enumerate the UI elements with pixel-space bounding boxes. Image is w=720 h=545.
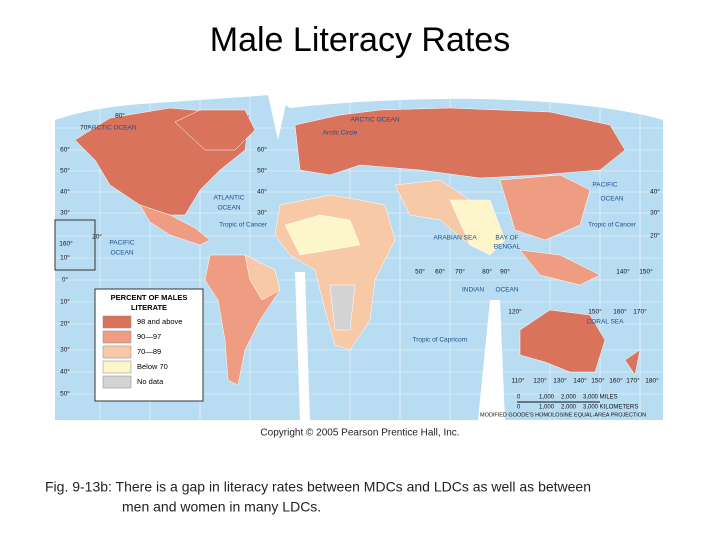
- scale-label: 1,000: [539, 405, 555, 411]
- degree-label: 140°: [616, 268, 630, 276]
- degree-label: 90°: [500, 268, 510, 276]
- degree-label: 30°: [60, 209, 70, 217]
- map-label: PACIFIC: [109, 240, 134, 247]
- degree-label: 120°: [533, 377, 547, 385]
- degree-label: 160°: [609, 377, 623, 385]
- degree-label: 40°: [60, 368, 70, 376]
- map-label: Arctic Circle: [323, 130, 358, 137]
- copyright: Copyright © 2005 Pearson Prentice Hall, …: [260, 428, 459, 439]
- legend-swatch: [102, 330, 132, 344]
- legend-title: LITERATE: [131, 303, 167, 312]
- degree-label: 150°: [639, 268, 653, 276]
- map-label: OCEAN: [495, 287, 518, 294]
- degree-label: 30°: [60, 346, 70, 354]
- map-label: OCEAN: [600, 196, 623, 203]
- scale-label: 0: [517, 395, 521, 401]
- legend-swatch: [102, 360, 132, 374]
- degree-label: 30°: [650, 209, 660, 217]
- degree-label: 0°: [62, 276, 69, 284]
- scale-label: 2,000: [561, 395, 577, 401]
- map-label: PACIFIC: [592, 182, 617, 189]
- degree-label: 50°: [257, 167, 267, 175]
- scale-label: 3,000 MILES: [583, 395, 618, 401]
- degree-label: 160°: [613, 308, 627, 316]
- interruptions: [54, 95, 663, 420]
- degree-label: 80°: [482, 268, 492, 276]
- land: [74, 107, 641, 386]
- degree-label: 170°: [626, 377, 640, 385]
- degree-label: 160°: [59, 240, 73, 248]
- degree-label: 50°: [415, 268, 425, 276]
- degree-label: 180°: [645, 377, 659, 385]
- legend-label: 98 and above: [137, 317, 182, 326]
- degree-label: 40°: [257, 188, 267, 196]
- degree-label: 130°: [553, 377, 567, 385]
- projection-note: MODIFIED GOODE'S HOMOLOSINE EQUAL-AREA P…: [480, 412, 646, 418]
- degree-label: 150°: [588, 308, 602, 316]
- map-label: ARCTIC OCEAN: [87, 125, 136, 132]
- legend-label: 70—89: [137, 347, 161, 356]
- map-label: Tropic of Capricorn: [412, 337, 467, 344]
- map-label: ARCTIC OCEAN: [350, 117, 399, 124]
- degree-label: 20°: [92, 233, 102, 241]
- degree-label: 150°: [591, 377, 605, 385]
- map-label: BENGAL: [494, 244, 521, 251]
- degree-label: 70°: [455, 268, 465, 276]
- scale-label: 0: [517, 405, 521, 411]
- map-label: Tropic of Cancer: [588, 222, 637, 229]
- degree-label: 20°: [60, 320, 70, 328]
- scale-label: 1,000: [539, 395, 555, 401]
- legend-swatch: [102, 315, 132, 329]
- legend-label: 90—97: [137, 332, 161, 341]
- degree-label: 30°: [257, 209, 267, 217]
- legend-label: Below 70: [137, 362, 168, 371]
- degree-label: 140°: [573, 377, 587, 385]
- degree-label: 40°: [650, 188, 660, 196]
- degree-label: 40°: [60, 188, 70, 196]
- degree-label: 110°: [512, 377, 525, 385]
- caption-line: men and women in many LDCs.: [122, 499, 321, 515]
- legend-swatch: [102, 345, 132, 359]
- map-label: ARABIAN SEA: [433, 235, 477, 242]
- map-label: BAY OF: [495, 235, 518, 242]
- map-label: INDIAN: [462, 287, 484, 294]
- degree-label: 60°: [60, 146, 70, 154]
- map-label: OCEAN: [217, 205, 240, 212]
- degree-label: 70°: [80, 124, 90, 132]
- degree-label: 60°: [257, 146, 267, 154]
- degree-label: 20°: [650, 232, 660, 240]
- scale-label: 2,000: [561, 405, 577, 411]
- legend-label: No data: [137, 377, 164, 386]
- map-label: OCEAN: [110, 250, 133, 257]
- slide-title: Male Literacy Rates: [210, 21, 510, 59]
- caption-line: Fig. 9-13b: There is a gap in literacy r…: [45, 479, 591, 495]
- map-labels: ARCTIC OCEAN ARCTIC OCEAN Arctic Circle ATL…: [59, 112, 660, 419]
- legend-swatch: [102, 375, 132, 389]
- map-label: ATLANTIC: [214, 195, 245, 202]
- degree-label: 80°: [115, 112, 125, 120]
- degree-label: 50°: [60, 390, 70, 398]
- degree-label: 170°: [633, 308, 647, 316]
- map-label: CORAL SEA: [587, 319, 625, 326]
- degree-label: 60°: [435, 268, 445, 276]
- legend-title: PERCENT OF MALES: [111, 293, 188, 302]
- degree-label: 120°: [508, 308, 522, 316]
- degree-label: 10°: [60, 254, 70, 262]
- degree-label: 10°: [60, 298, 70, 306]
- map-label: Tropic of Cancer: [219, 222, 268, 229]
- degree-label: 50°: [60, 167, 70, 175]
- scale-label: 3,000 KILOMETERS: [583, 405, 638, 411]
